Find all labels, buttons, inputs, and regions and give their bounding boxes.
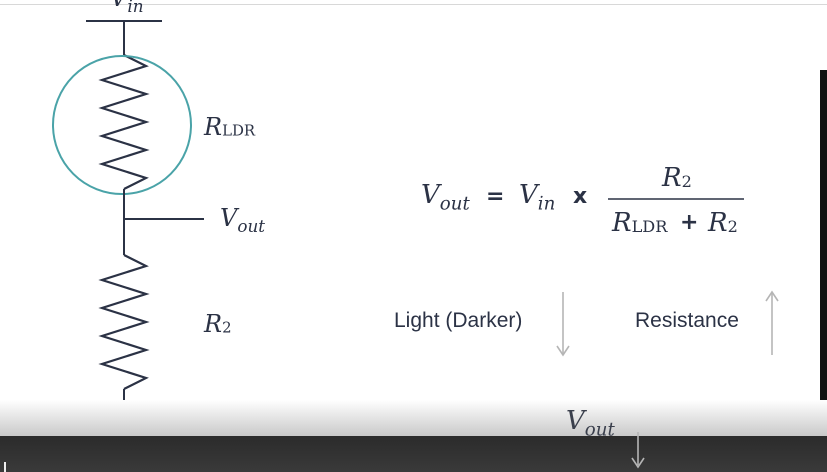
formula-plus: + — [680, 210, 699, 235]
r2-circuit-label: R2 — [204, 310, 232, 338]
formula-times: x — [573, 184, 588, 209]
formula-denominator-r2: R2 — [708, 208, 738, 238]
bottom-bar-tick — [4, 462, 6, 472]
formula-vin: Vin — [519, 180, 556, 215]
light-darker-label: Light (Darker) — [394, 309, 523, 332]
rldr-label: RLDR — [204, 113, 256, 141]
vout-relation-label: Vout — [566, 406, 615, 441]
r2-resistor — [98, 254, 150, 390]
ldr-circle — [52, 55, 192, 195]
bottom-dark-bar — [0, 436, 827, 472]
resistance-up-arrow — [765, 290, 779, 355]
vout-circuit-label: Vout — [220, 204, 265, 236]
right-edge-strip — [820, 70, 827, 400]
formula-numerator-r2: R2 — [662, 163, 692, 193]
formula-lhs-vout: Vout — [421, 180, 470, 215]
bottom-fade — [0, 400, 827, 436]
formula-equals: = — [486, 184, 505, 209]
vin-label: Vin — [110, 0, 144, 16]
vout-arrow-continuation — [631, 432, 645, 469]
resistance-label: Resistance — [635, 309, 739, 332]
ldr-resistor — [98, 54, 150, 190]
top-divider — [0, 4, 827, 5]
formula-denominator-rldr: RLDR — [612, 208, 668, 238]
light-down-arrow — [556, 292, 570, 357]
